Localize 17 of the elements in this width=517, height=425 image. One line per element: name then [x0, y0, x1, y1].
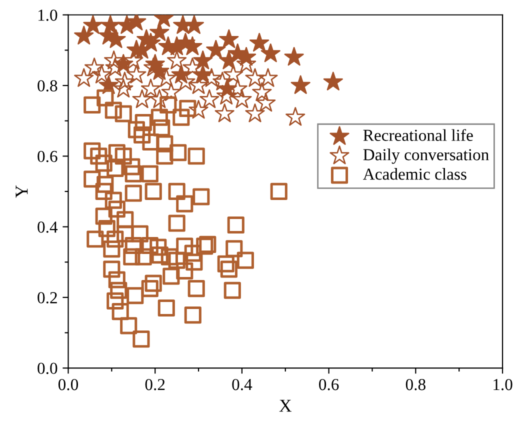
x-tick-label: 0.8 — [406, 378, 426, 390]
y-tick-label: 0.0 — [38, 362, 58, 374]
legend-label: Recreational life — [363, 129, 473, 141]
x-tick-label: 1.0 — [494, 378, 512, 390]
y-tick-label: 0.8 — [38, 80, 58, 92]
legend-label: Daily conversation — [363, 148, 489, 164]
y-tick-label: 0.2 — [38, 292, 57, 304]
legend-label: Academic class — [363, 168, 466, 180]
y-tick-label: 1.0 — [38, 10, 58, 21]
y-tick-label: 0.4 — [38, 221, 58, 233]
x-tick-label: 0.4 — [232, 378, 252, 390]
x-tick-label: 0.0 — [58, 378, 78, 390]
x-axis-title: X — [279, 400, 292, 412]
x-tick-label: 0.2 — [145, 378, 165, 390]
y-axis-title: Y — [16, 185, 28, 198]
y-tick-label: 0.6 — [38, 150, 58, 162]
x-tick-label: 0.6 — [319, 378, 339, 390]
